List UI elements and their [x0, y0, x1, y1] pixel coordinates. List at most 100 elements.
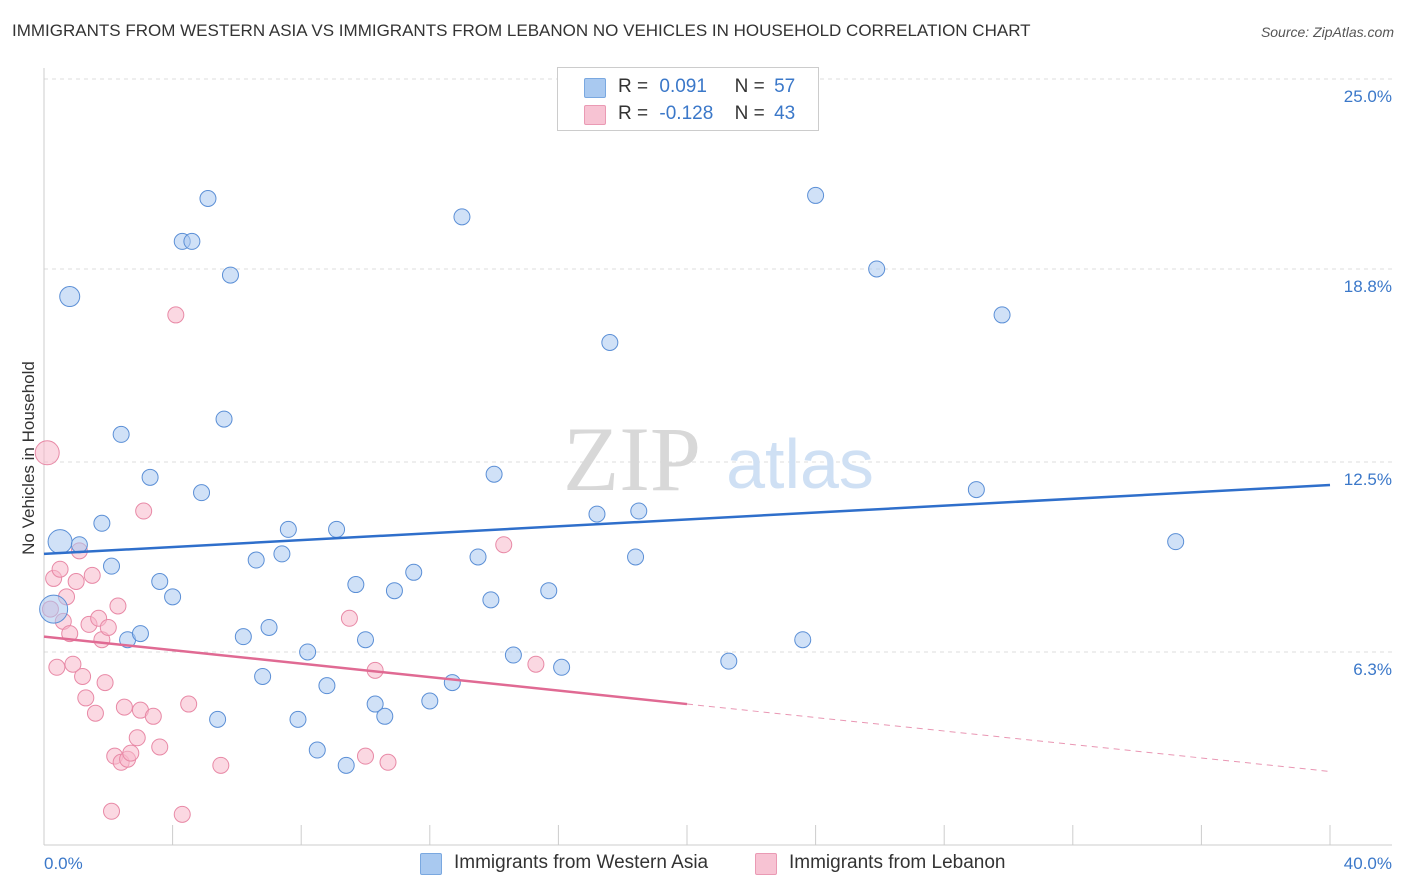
point-western-asia — [328, 520, 346, 538]
point-lebanon — [495, 536, 513, 554]
point-western-asia — [289, 710, 307, 728]
point-western-asia — [209, 710, 227, 728]
x-tick-label: 40.0% — [1344, 854, 1392, 873]
point-western-asia — [183, 232, 201, 250]
bottom-legend-label-lebanon: Immigrants from Lebanon — [789, 852, 1006, 873]
legend-r-label: R = — [618, 103, 649, 124]
point-lebanon — [379, 753, 397, 771]
point-lebanon — [64, 655, 82, 673]
point-western-asia — [376, 707, 394, 725]
point-lebanon — [115, 698, 133, 716]
point-lebanon — [96, 674, 114, 692]
point-western-asia — [221, 266, 239, 284]
point-western-asia — [164, 588, 182, 606]
point-western-asia — [279, 520, 297, 538]
point-western-asia — [405, 563, 423, 581]
point-western-asia — [70, 536, 88, 554]
point-lebanon — [86, 704, 104, 722]
point-lebanon — [135, 502, 153, 520]
legend-r-label: R = — [618, 76, 649, 97]
point-western-asia — [131, 625, 149, 643]
point-western-asia — [260, 618, 278, 636]
point-western-asia — [366, 695, 384, 713]
point-western-asia — [357, 631, 374, 649]
legend-n-label: N = — [734, 76, 765, 97]
point-lebanon — [61, 625, 79, 643]
point-lebanon — [212, 756, 230, 774]
point-lebanon — [128, 729, 146, 747]
point-western-asia — [627, 548, 645, 566]
y-tick-label: 25.0% — [1344, 87, 1392, 106]
point-western-asia — [540, 582, 558, 600]
point-western-asia — [588, 505, 606, 523]
point-western-asia — [794, 631, 812, 649]
point-lebanon — [109, 597, 127, 615]
watermark-atlas: atlas — [726, 425, 874, 503]
point-lebanon — [173, 805, 191, 823]
legend-n-value: 43 — [774, 103, 796, 124]
legend-r-value: -0.128 — [659, 103, 714, 124]
point-lebanon — [180, 695, 198, 713]
point-western-asia — [485, 465, 503, 483]
point-western-asia — [254, 667, 272, 685]
point-western-asia — [601, 334, 619, 352]
point-western-asia — [482, 591, 500, 609]
point-lebanon — [357, 747, 374, 765]
point-lebanon — [67, 572, 85, 590]
source-label: Source: ZipAtlas.com — [1260, 24, 1394, 40]
legend-text-western-asia: R = 0.091 N = 57 — [618, 76, 795, 98]
point-lebanon — [48, 658, 66, 676]
point-western-asia — [504, 646, 522, 664]
point-western-asia — [93, 514, 111, 532]
trend-line-lebanon — [43, 635, 688, 706]
point-western-asia — [469, 548, 487, 566]
point-western-asia — [553, 658, 571, 676]
tick-labels: 6.3% 12.5% 18.8% 25.0% 0.0% 40.0% — [44, 87, 1392, 873]
point-lebanon — [527, 655, 545, 673]
point-western-asia — [308, 741, 326, 759]
legend-n-label: N = — [734, 103, 765, 124]
point-lebanon — [99, 618, 117, 636]
point-lebanon — [103, 802, 121, 820]
point-lebanon — [34, 440, 60, 466]
legend-n-value: 57 — [774, 76, 796, 97]
point-western-asia — [443, 674, 461, 692]
legend-box: R = 0.091 N = 57 R = -0.128 N = 43 — [557, 67, 819, 131]
watermark: ZIP atlas — [563, 408, 874, 510]
point-western-asia — [807, 186, 825, 204]
point-western-asia — [318, 677, 336, 695]
trend-line-lebanon-extension — [686, 703, 1331, 772]
point-western-asia — [47, 529, 73, 555]
bottom-legend-label-western-asia: Immigrants from Western Asia — [454, 852, 709, 873]
point-western-asia — [199, 189, 217, 207]
point-western-asia — [630, 502, 648, 520]
point-lebanon — [122, 744, 140, 762]
point-western-asia — [141, 468, 159, 486]
chart-title: IMMIGRANTS FROM WESTERN ASIA VS IMMIGRAN… — [12, 21, 1031, 40]
point-western-asia — [385, 582, 403, 600]
point-lebanon — [83, 566, 101, 584]
y-tick-label: 18.8% — [1344, 277, 1392, 296]
point-lebanon — [167, 306, 185, 324]
series-lebanon-points — [34, 306, 545, 823]
point-western-asia — [453, 208, 471, 226]
point-western-asia — [993, 306, 1011, 324]
y-axis-label: No Vehicles in Household — [19, 361, 38, 555]
trend-lines — [43, 483, 1331, 772]
point-western-asia — [59, 286, 81, 308]
bottom-legend-swatch-blue — [420, 853, 442, 875]
point-western-asia — [112, 425, 130, 443]
point-lebanon — [340, 609, 358, 627]
point-western-asia — [1167, 533, 1185, 551]
y-tick-label: 6.3% — [1353, 660, 1392, 679]
grid-lines — [44, 78, 1392, 653]
legend-text-lebanon: R = -0.128 N = 43 — [618, 103, 795, 125]
bottom-legend-swatch-pink — [755, 853, 777, 875]
point-western-asia — [247, 551, 265, 569]
point-lebanon — [51, 560, 69, 578]
point-western-asia — [39, 594, 69, 624]
point-western-asia — [103, 557, 121, 575]
point-western-asia — [337, 756, 355, 774]
point-western-asia — [151, 572, 169, 590]
